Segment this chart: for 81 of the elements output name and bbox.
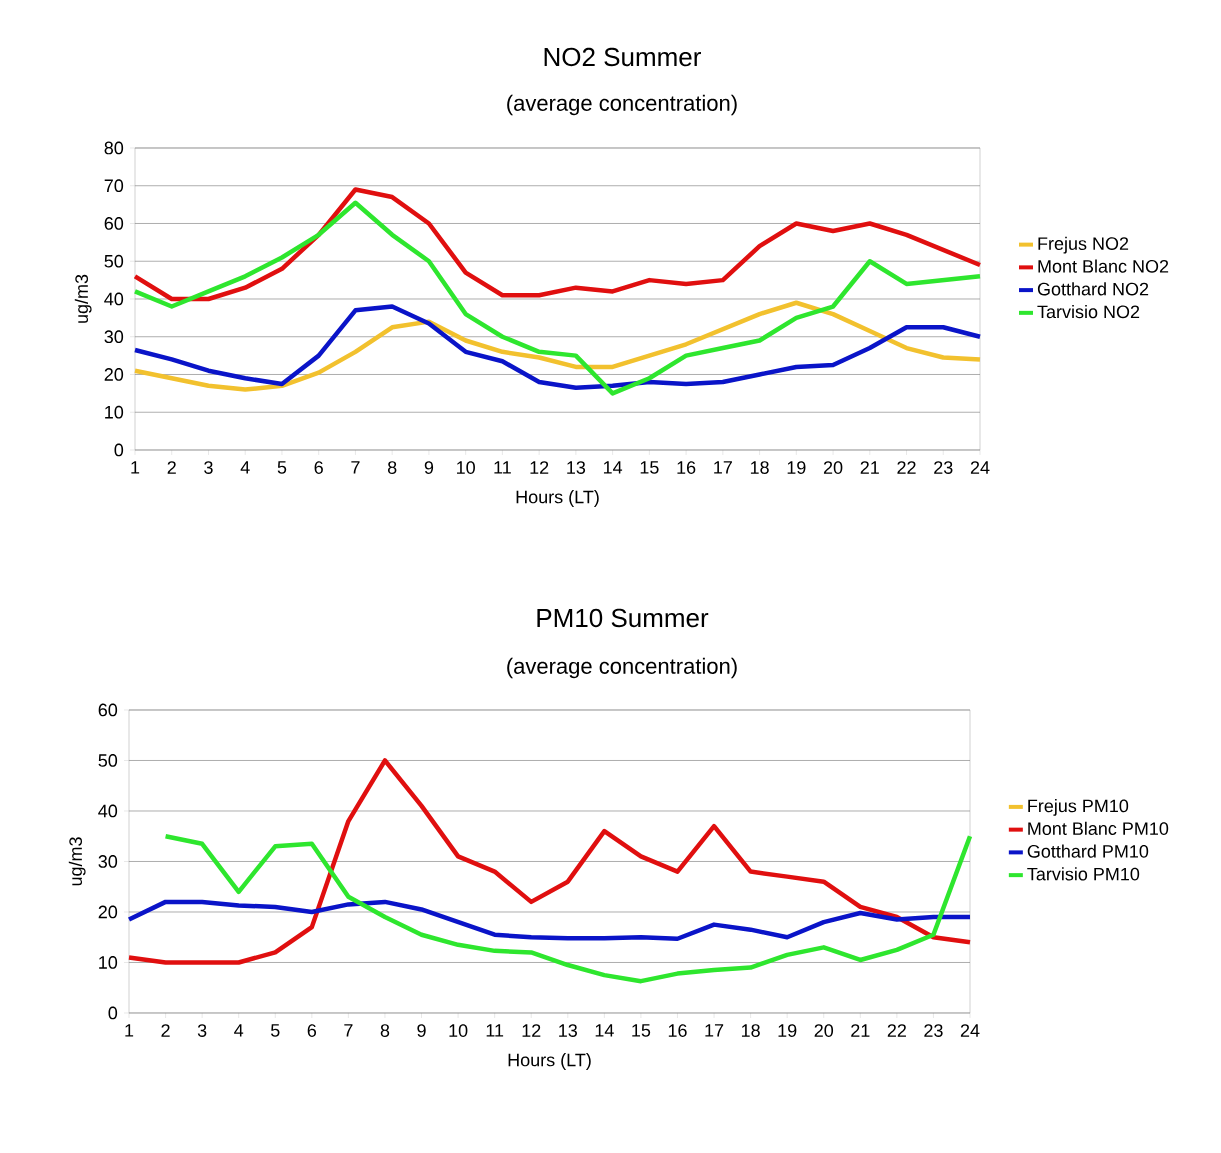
- y-tick-label: 60: [104, 217, 124, 230]
- x-tick-label: 16: [677, 461, 696, 474]
- x-tick-label: 6: [314, 461, 323, 474]
- y-tick-label: 0: [114, 443, 124, 457]
- x-tick-label: 13: [559, 1024, 578, 1037]
- x-tick-label: 5: [277, 461, 287, 474]
- y-tick-label: 40: [104, 292, 124, 306]
- x-tick-label: 11: [494, 461, 511, 474]
- x-tick-label: 4: [234, 1024, 244, 1037]
- x-tick-label: 12: [530, 461, 549, 474]
- x-tick-label: 9: [417, 1024, 426, 1037]
- legend-label: Frejus NO2: [1038, 236, 1129, 254]
- x-tick-label: 15: [632, 1024, 651, 1037]
- x-tick-label: 20: [814, 1024, 834, 1037]
- y-tick-label: 50: [98, 754, 118, 767]
- y-axis-title: ug/m3: [74, 274, 92, 323]
- line-series: [163, 833, 973, 984]
- x-tick-label: 3: [197, 1024, 207, 1037]
- x-tick-label: 5: [270, 1024, 280, 1037]
- legend-label: Tarvisio NO2: [1037, 304, 1140, 319]
- x-tick-label: 13: [567, 461, 586, 474]
- x-tick-label: 22: [887, 1024, 906, 1037]
- legend-label: Tarvisio PM10: [1027, 867, 1140, 881]
- y-tick-label: 80: [104, 141, 124, 155]
- legend-label: Mont Blanc NO2: [1038, 259, 1169, 273]
- x-tick-label: 3: [204, 461, 213, 474]
- x-tick-label: 11: [486, 1024, 504, 1037]
- x-tick-label: 8: [380, 1024, 390, 1037]
- x-tick-label: 10: [457, 461, 475, 474]
- x-tick-label: 12: [522, 1024, 541, 1037]
- y-tick-label: 0: [108, 1006, 118, 1020]
- y-tick-label: 60: [98, 703, 118, 717]
- x-tick-label: 14: [595, 1024, 614, 1037]
- y-tick-label: 30: [98, 855, 118, 868]
- x-tick-label: 15: [640, 461, 659, 474]
- y-tick-label: 10: [105, 405, 124, 419]
- y-tick-label: 20: [104, 368, 124, 381]
- x-tick-label: 20: [823, 461, 843, 474]
- x-tick-label: 6: [307, 1024, 317, 1037]
- x-tick-label: 24: [970, 461, 990, 474]
- x-tick-label: 18: [750, 461, 769, 474]
- x-tick-label: 7: [351, 461, 360, 474]
- x-tick-label: 21: [860, 461, 879, 474]
- x-tick-label: 23: [934, 461, 953, 474]
- y-tick-label: 70: [104, 179, 124, 193]
- x-tick-label: 21: [851, 1024, 870, 1037]
- x-tick-label: 19: [787, 461, 806, 474]
- y-tick-label: 40: [98, 804, 118, 818]
- x-tick-label: 24: [960, 1024, 980, 1037]
- legend-label: Mont Blanc PM10: [1028, 821, 1169, 835]
- x-tick-label: 1: [125, 1024, 134, 1037]
- x-axis-title: Hours (LT): [508, 1053, 591, 1070]
- legend-label: Frejus PM10: [1028, 799, 1129, 816]
- x-tick-label: 23: [924, 1024, 943, 1037]
- chart-title: PM10 Summer: [537, 608, 709, 628]
- x-tick-label: 22: [897, 461, 916, 474]
- x-axis-title: Hours (LT): [516, 490, 599, 507]
- x-tick-label: 17: [714, 461, 732, 474]
- x-tick-label: 16: [668, 1024, 687, 1037]
- x-tick-label: 2: [161, 1024, 170, 1037]
- x-tick-label: 18: [741, 1024, 760, 1037]
- x-tick-label: 4: [240, 461, 250, 474]
- legend-label: Gotthard PM10: [1027, 844, 1149, 858]
- y-tick-label: 50: [104, 254, 124, 268]
- x-tick-label: 17: [705, 1024, 724, 1037]
- x-tick-label: 19: [778, 1024, 797, 1037]
- legend-label: Gotthard NO2: [1037, 282, 1149, 296]
- chart-subtitle: (average concentration): [507, 657, 737, 679]
- x-tick-label: 7: [344, 1024, 353, 1037]
- chart-subtitle: (average concentration): [507, 94, 737, 116]
- y-tick-label: 10: [99, 956, 118, 969]
- chart-title: NO2 Summer: [544, 47, 701, 67]
- x-tick-label: 10: [449, 1024, 468, 1037]
- x-tick-label: 14: [603, 461, 623, 474]
- y-tick-label: 20: [98, 905, 118, 919]
- x-tick-label: 9: [424, 461, 434, 474]
- x-tick-label: 1: [131, 461, 140, 474]
- x-tick-label: 8: [387, 461, 397, 474]
- x-tick-label: 2: [167, 461, 176, 474]
- y-axis-title: ug/m3: [68, 837, 86, 886]
- y-tick-label: 30: [104, 330, 124, 344]
